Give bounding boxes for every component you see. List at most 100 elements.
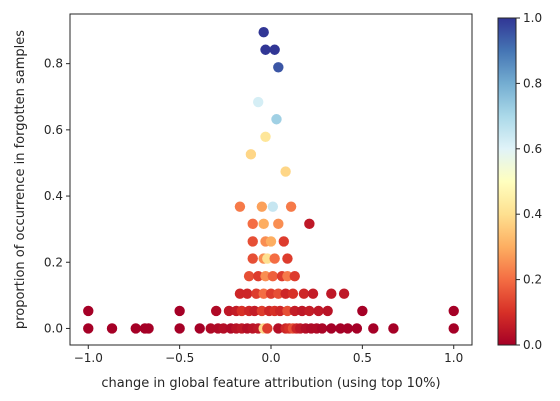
- data-point: [313, 305, 324, 317]
- data-point: [242, 288, 253, 299]
- data-point: [234, 201, 246, 212]
- data-point: [265, 288, 277, 299]
- colorbar-tick-label: 0.0: [523, 338, 542, 352]
- colorbar-tick-label: 0.6: [523, 142, 542, 156]
- data-point: [210, 305, 222, 317]
- data-point: [143, 323, 154, 334]
- x-tick-label: 1.0: [444, 351, 463, 365]
- data-point: [218, 323, 229, 334]
- data-point: [289, 270, 300, 282]
- data-point: [273, 288, 284, 299]
- data-point: [265, 236, 277, 247]
- data-point: [253, 270, 264, 282]
- data-point: [304, 218, 315, 230]
- data-point: [307, 288, 319, 299]
- y-tick-label: 0.6: [44, 123, 63, 137]
- data-point: [269, 44, 280, 55]
- data-point: [251, 288, 262, 299]
- data-point: [282, 305, 293, 317]
- data-point: [368, 323, 379, 334]
- data-point: [282, 270, 293, 282]
- y-tick-label: 0.8: [44, 57, 63, 71]
- data-point: [298, 288, 310, 299]
- x-tick-label: −0.5: [165, 351, 194, 365]
- data-point: [278, 236, 289, 247]
- data-point: [247, 236, 258, 247]
- x-axis: −1.0 −0.5 0.0 0.5 1.0: [74, 345, 463, 365]
- data-point: [322, 305, 333, 317]
- data-point: [223, 305, 235, 317]
- data-point: [285, 201, 297, 212]
- colorbar-tick-label: 0.4: [523, 207, 542, 221]
- data-point: [256, 201, 268, 212]
- data-point: [247, 218, 258, 230]
- data-point: [357, 305, 368, 317]
- data-point: [280, 288, 291, 299]
- x-axis-label: change in global feature attribution (us…: [101, 376, 440, 391]
- colorbar-tick-label: 0.8: [523, 76, 542, 90]
- y-tick-label: 0.0: [44, 321, 63, 335]
- data-point: [258, 27, 269, 38]
- data-point: [247, 253, 258, 264]
- data-point: [262, 253, 273, 264]
- data-point: [106, 323, 118, 334]
- x-tick-label: 0.0: [261, 351, 280, 365]
- data-point: [194, 323, 205, 334]
- data-point: [351, 323, 363, 334]
- data-point: [326, 323, 337, 334]
- data-point: [273, 62, 284, 73]
- data-point: [342, 323, 353, 334]
- data-point: [83, 305, 94, 317]
- data-point: [267, 270, 279, 282]
- data-point: [287, 288, 299, 299]
- data-point: [282, 253, 293, 264]
- data-point: [174, 323, 185, 334]
- data-point: [256, 305, 268, 317]
- data-point: [388, 323, 399, 334]
- data-point: [245, 149, 257, 160]
- x-tick-label: 0.5: [353, 351, 372, 365]
- data-point: [280, 166, 291, 177]
- data-point: [338, 288, 350, 299]
- colorbar-tick-label: 0.2: [523, 273, 542, 287]
- colorbar-tick-label: 1.0: [523, 11, 542, 25]
- y-axis: 0.0 0.2 0.4 0.6 0.8: [44, 57, 70, 335]
- data-point: [273, 323, 284, 334]
- data-point: [236, 305, 247, 317]
- data-point: [249, 305, 260, 317]
- data-point: [258, 218, 269, 230]
- data-point: [130, 323, 141, 334]
- data-point: [253, 96, 264, 108]
- data-point: [260, 131, 271, 143]
- data-point: [258, 288, 269, 299]
- data-point: [260, 270, 271, 282]
- data-point: [243, 270, 255, 282]
- data-point: [234, 288, 246, 299]
- y-axis-label: proportion of occurrence in forgotten sa…: [13, 30, 28, 329]
- data-point: [205, 323, 216, 334]
- data-point: [174, 305, 185, 317]
- data-point: [296, 305, 308, 317]
- data-point: [448, 305, 459, 317]
- y-tick-label: 0.4: [44, 189, 63, 203]
- data-point: [267, 201, 279, 212]
- data-point: [273, 218, 284, 230]
- data-point: [335, 323, 346, 334]
- data-point: [316, 323, 328, 334]
- data-point: [304, 305, 315, 317]
- data-point: [271, 114, 282, 125]
- y-tick-label: 0.2: [44, 255, 63, 269]
- points-layer: [83, 27, 459, 334]
- data-point: [274, 305, 286, 317]
- data-point: [326, 288, 337, 299]
- colorbar: [497, 17, 517, 346]
- data-point: [262, 323, 273, 334]
- colorbar-axis: 0.0 0.2 0.4 0.6 0.8 1.0: [516, 11, 542, 352]
- data-point: [269, 253, 280, 264]
- data-point: [289, 305, 300, 317]
- data-point: [448, 323, 459, 334]
- x-tick-label: −1.0: [74, 351, 103, 365]
- data-point: [83, 323, 94, 334]
- data-point: [260, 44, 271, 55]
